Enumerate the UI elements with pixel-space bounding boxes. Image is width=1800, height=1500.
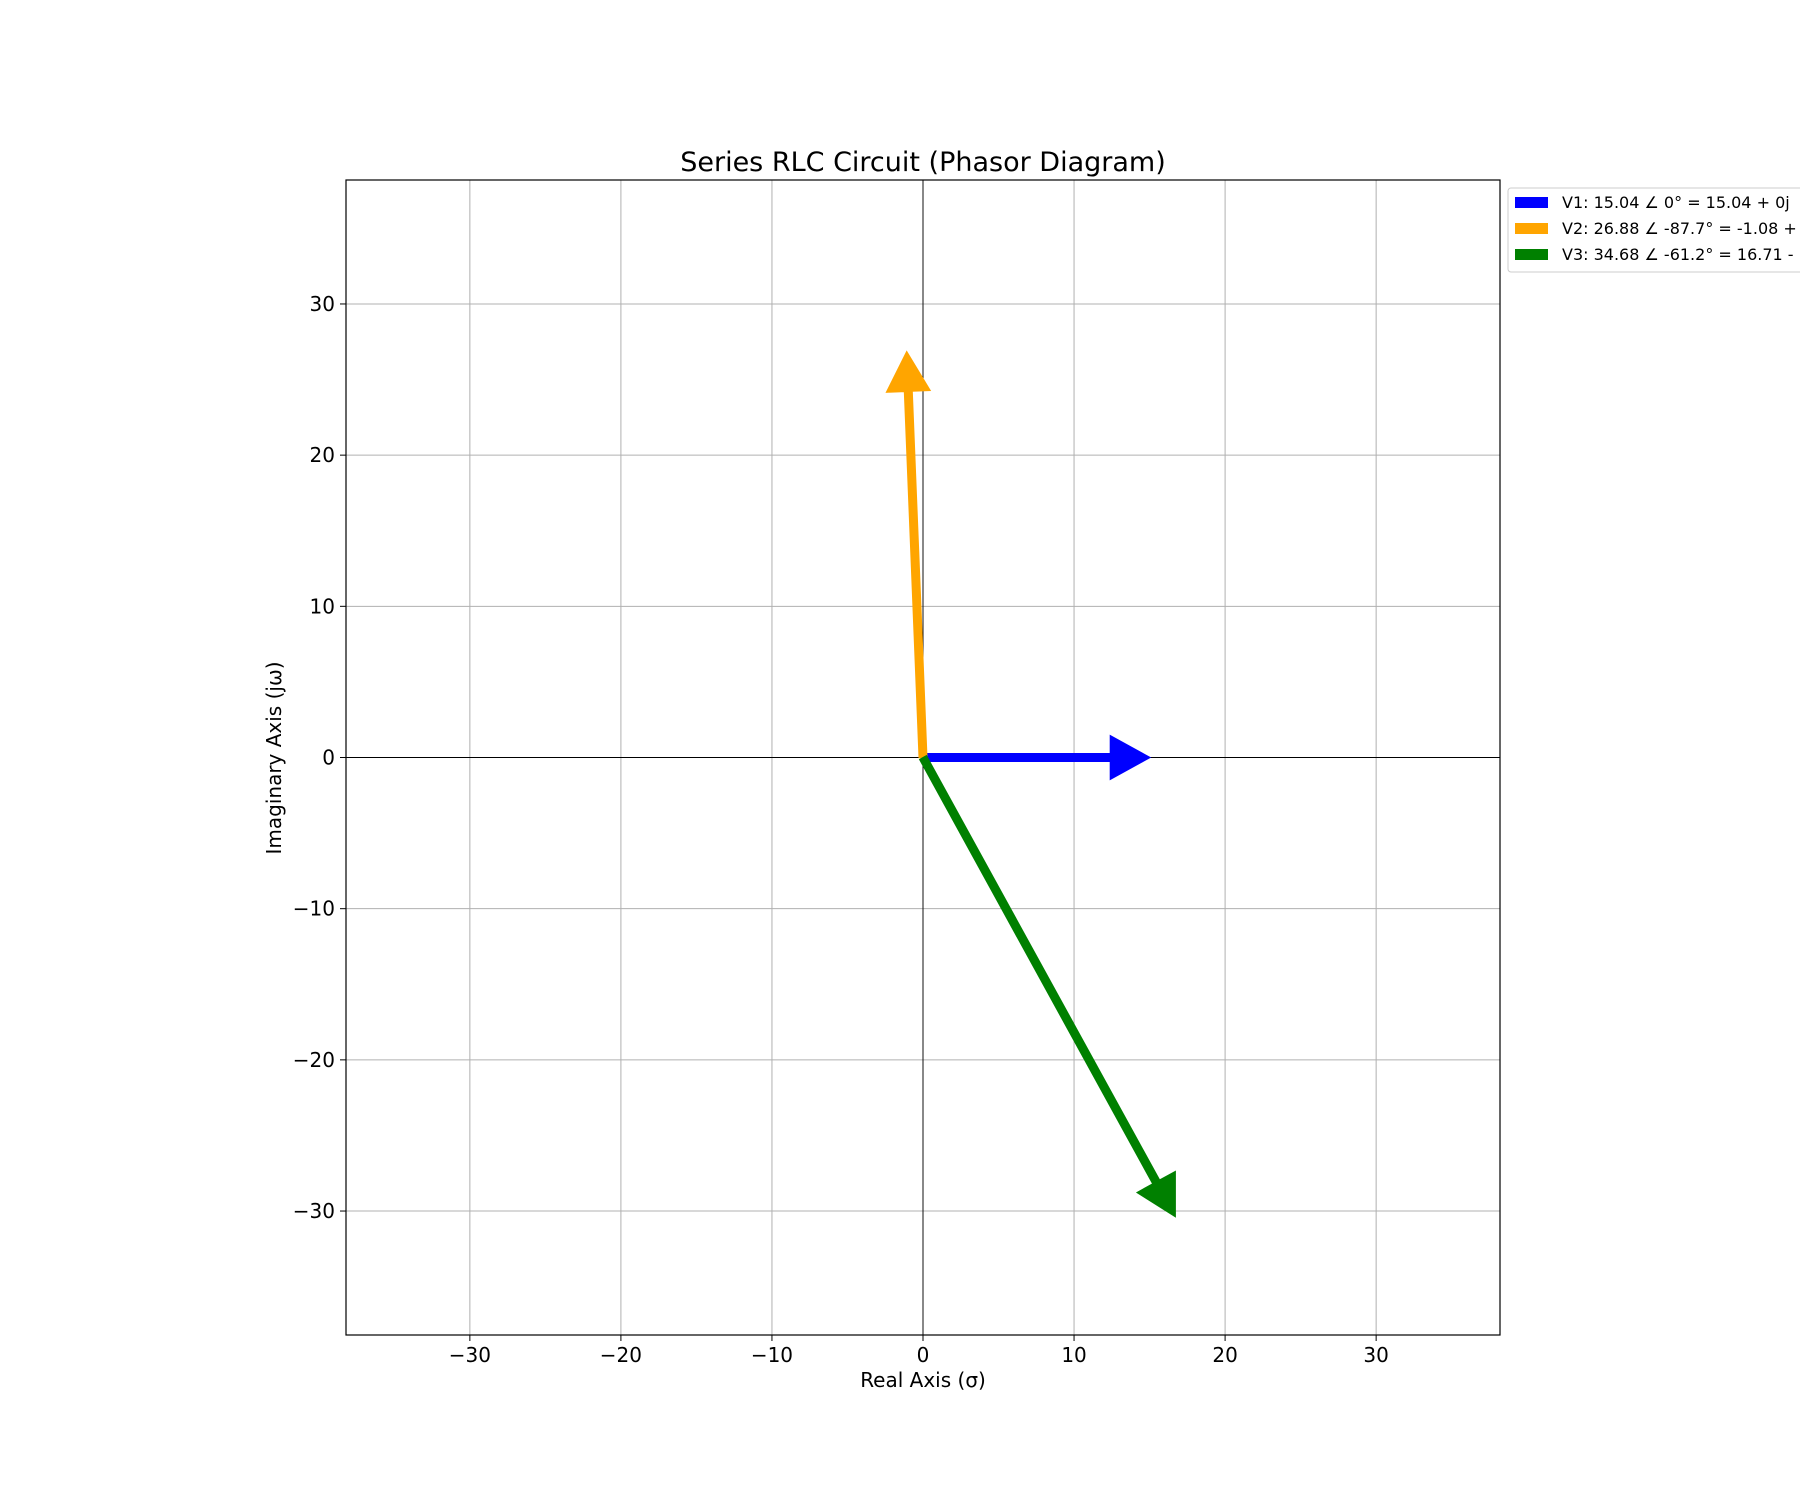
y-tick-label: −10 xyxy=(293,897,335,921)
y-tick-label: −20 xyxy=(293,1048,335,1072)
chart-title: Series RLC Circuit (Phasor Diagram) xyxy=(680,147,1166,178)
y-tick-label: 20 xyxy=(310,443,335,467)
x-tick-label: −10 xyxy=(751,1343,793,1367)
phasor-arrows xyxy=(885,350,1176,1218)
phasor-arrow-v1 xyxy=(922,734,1152,781)
x-axis-label: Real Axis (σ) xyxy=(860,1368,986,1392)
y-tick-label: 0 xyxy=(322,746,335,770)
legend-swatch-v1 xyxy=(1515,197,1548,208)
x-ticks: −30 −20 −10 0 10 20 30 xyxy=(449,1335,1389,1367)
x-tick-label: −30 xyxy=(449,1343,491,1367)
x-tick-label: 10 xyxy=(1061,1343,1086,1367)
legend-swatch-v2 xyxy=(1515,223,1548,234)
x-tick-label: 0 xyxy=(917,1343,930,1367)
y-tick-label: −30 xyxy=(293,1199,335,1223)
legend-swatch-v3 xyxy=(1515,249,1548,260)
legend-label-v3: V3: 34.68 ∠ -61.2° = 16.71 - xyxy=(1562,245,1794,264)
legend-box xyxy=(1507,187,1800,273)
x-tick-label: −20 xyxy=(600,1343,642,1367)
y-tick-label: 10 xyxy=(310,594,335,618)
y-axis-label: Imaginary Axis (jω) xyxy=(262,662,286,855)
plot-frame xyxy=(345,179,1501,1336)
legend: V1: 15.04 ∠ 0° = 15.04 + 0j V2: 26.88 ∠ -… xyxy=(1507,187,1800,273)
y-tick-label: 30 xyxy=(310,292,335,316)
phasor-arrow-v3 xyxy=(918,754,1176,1218)
x-tick-label: 20 xyxy=(1212,1343,1237,1367)
legend-label-v1: V1: 15.04 ∠ 0° = 15.04 + 0j xyxy=(1562,193,1790,212)
x-tick-label: 30 xyxy=(1363,1343,1388,1367)
phasor-arrow-v2 xyxy=(885,350,932,759)
legend-label-v2: V2: 26.88 ∠ -87.7° = -1.08 + xyxy=(1562,219,1797,238)
y-ticks: −30 −20 −10 0 10 20 30 xyxy=(293,292,346,1223)
